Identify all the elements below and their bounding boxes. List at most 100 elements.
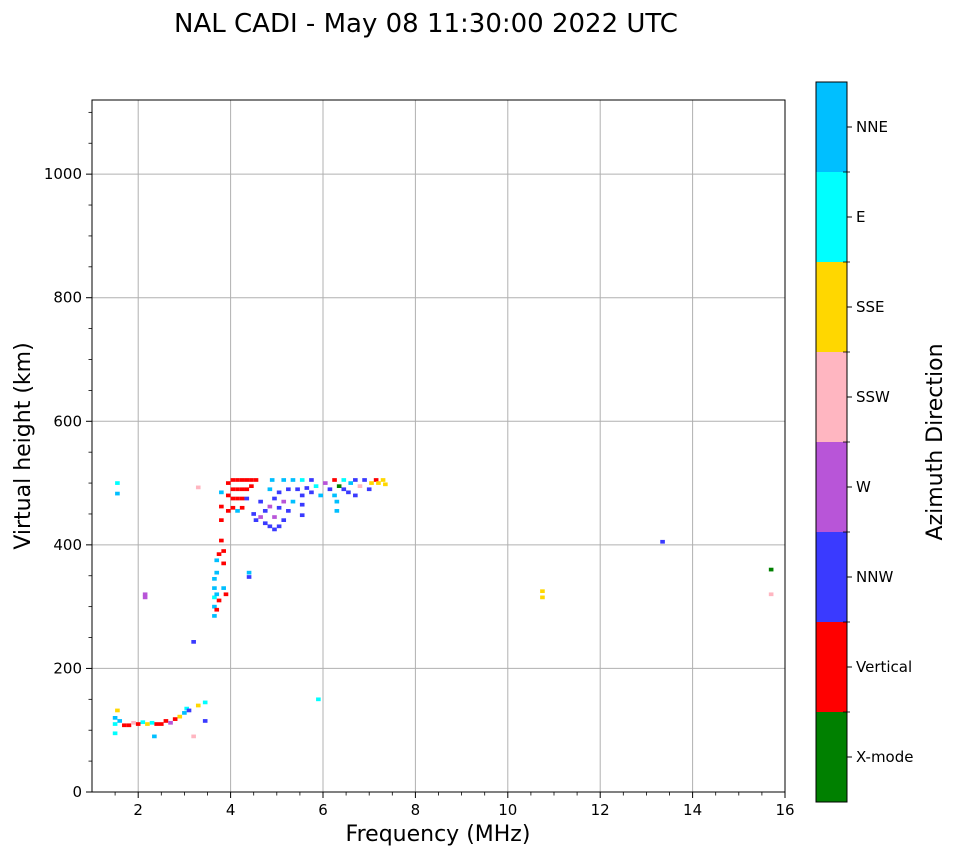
data-point bbox=[142, 592, 148, 597]
data-point bbox=[244, 496, 250, 501]
chart-title: NAL CADI - May 08 11:30:00 2022 UTC bbox=[174, 9, 678, 39]
colorbar-tick-label: X-mode bbox=[856, 748, 913, 766]
data-point bbox=[230, 478, 236, 482]
data-point bbox=[346, 490, 351, 495]
x-tick-label: 6 bbox=[318, 801, 328, 819]
data-point bbox=[366, 487, 372, 492]
data-point bbox=[357, 484, 363, 489]
colorbar-swatch bbox=[816, 172, 847, 262]
data-point bbox=[219, 504, 224, 509]
data-point bbox=[115, 708, 120, 713]
data-point bbox=[191, 640, 196, 644]
colorbar-swatch bbox=[816, 622, 847, 712]
data-point bbox=[131, 720, 136, 725]
data-point bbox=[269, 478, 275, 482]
data-point bbox=[115, 481, 120, 485]
colorbar-tick-label: NNW bbox=[856, 568, 893, 586]
data-point bbox=[336, 484, 342, 489]
data-point bbox=[290, 499, 296, 504]
data-point bbox=[272, 496, 277, 501]
colorbar-tick-label: W bbox=[856, 478, 871, 496]
y-tick-label: 600 bbox=[53, 412, 82, 430]
data-point bbox=[184, 706, 190, 711]
data-point bbox=[276, 505, 282, 510]
x-tick-label: 10 bbox=[498, 801, 517, 819]
data-point bbox=[212, 586, 217, 590]
data-point bbox=[251, 512, 257, 516]
data-point bbox=[262, 509, 268, 513]
data-point bbox=[313, 484, 319, 489]
data-point bbox=[258, 515, 263, 519]
data-point bbox=[276, 490, 282, 495]
data-point bbox=[332, 493, 337, 498]
x-tick-label: 12 bbox=[591, 801, 610, 819]
colorbar-tick-label: NNE bbox=[856, 118, 888, 136]
y-tick-label: 0 bbox=[72, 783, 82, 801]
data-point bbox=[230, 496, 236, 501]
colorbar-swatch bbox=[816, 82, 847, 172]
data-point bbox=[149, 720, 155, 725]
data-point bbox=[299, 493, 305, 498]
data-point bbox=[182, 711, 187, 715]
data-point bbox=[373, 478, 379, 482]
data-point bbox=[221, 549, 226, 553]
data-point bbox=[214, 592, 220, 597]
x-tick-label: 2 bbox=[133, 801, 143, 819]
data-point bbox=[112, 716, 118, 720]
data-point bbox=[225, 493, 231, 498]
colorbar-swatch bbox=[816, 712, 847, 802]
data-point bbox=[383, 482, 388, 487]
data-point bbox=[286, 487, 291, 492]
data-point bbox=[295, 487, 300, 492]
data-point bbox=[154, 722, 159, 726]
data-point bbox=[239, 496, 245, 501]
data-point bbox=[135, 722, 141, 726]
data-point bbox=[140, 720, 146, 725]
data-point bbox=[369, 481, 374, 485]
y-tick-label: 200 bbox=[53, 659, 82, 677]
data-point bbox=[334, 509, 340, 513]
x-axis-ticks: 2 4 6 8 10 12 14 16 bbox=[114, 792, 795, 819]
data-point bbox=[219, 518, 224, 522]
data-point bbox=[286, 509, 291, 513]
data-point bbox=[249, 484, 254, 489]
data-point bbox=[332, 478, 337, 482]
data-point bbox=[126, 723, 132, 728]
data-point bbox=[327, 487, 333, 492]
grid-lines bbox=[92, 100, 785, 792]
data-point bbox=[212, 576, 217, 581]
data-point bbox=[112, 731, 118, 736]
data-point bbox=[768, 592, 774, 597]
data-point bbox=[239, 478, 245, 482]
data-point bbox=[216, 598, 222, 603]
data-point bbox=[348, 481, 354, 485]
data-point bbox=[299, 502, 305, 507]
data-point bbox=[191, 734, 196, 739]
data-point bbox=[253, 518, 259, 522]
data-point bbox=[195, 485, 201, 490]
colorbar-tick-label: E bbox=[856, 208, 865, 226]
data-point bbox=[235, 487, 240, 492]
data-point bbox=[376, 481, 381, 485]
data-point bbox=[362, 478, 367, 482]
data-point bbox=[195, 703, 201, 708]
data-point bbox=[304, 486, 310, 490]
data-point bbox=[272, 515, 277, 519]
data-point bbox=[122, 723, 127, 728]
data-point bbox=[341, 487, 347, 492]
colorbar-swatch bbox=[816, 532, 847, 622]
data-point bbox=[253, 478, 259, 482]
data-point bbox=[309, 490, 314, 495]
data-point bbox=[249, 478, 254, 482]
x-tick-label: 16 bbox=[775, 801, 794, 819]
data-point bbox=[290, 478, 296, 482]
data-point bbox=[353, 478, 358, 482]
data-point bbox=[172, 717, 178, 721]
y-tick-label: 800 bbox=[53, 289, 82, 307]
data-point bbox=[281, 518, 287, 522]
data-point bbox=[158, 722, 164, 726]
data-point bbox=[239, 487, 245, 492]
data-point bbox=[223, 592, 229, 597]
colorbar-swatch bbox=[816, 352, 847, 442]
data-point bbox=[225, 509, 231, 513]
